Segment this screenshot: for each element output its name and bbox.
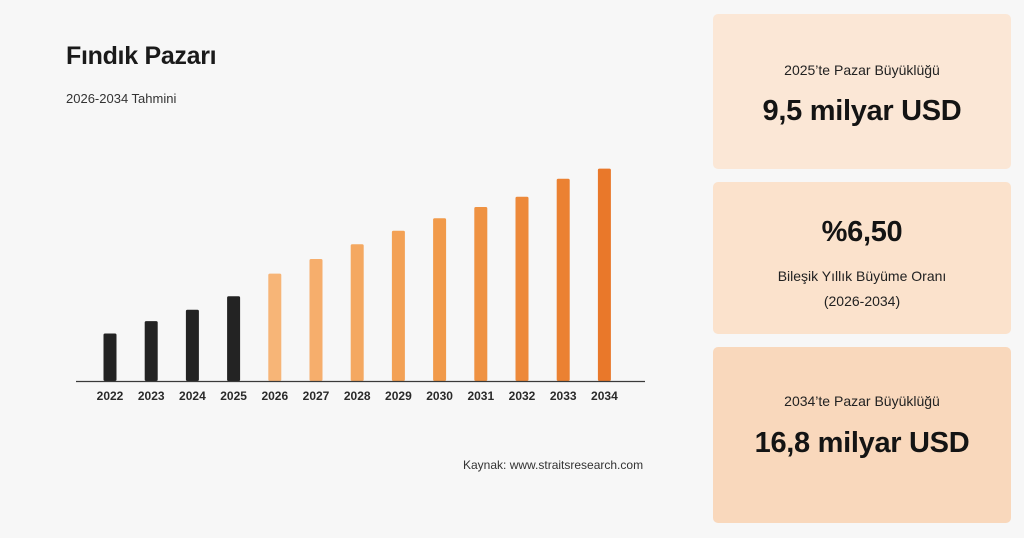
market-size-2025-label: 2025’te Pazar Büyüklüğü [784,62,940,78]
bar-2025 [227,296,241,382]
chart-subtitle: 2026-2034 Tahmini [66,91,177,106]
cagr-card: %6,50 Bileşik Yıllık Büyüme Oranı (2026-… [713,182,1011,334]
x-tick-label-2029: 2029 [385,389,412,403]
x-tick-label-2033: 2033 [550,389,577,403]
cagr-label: Bileşik Yıllık Büyüme Oranı [777,268,947,284]
x-tick-label-2027: 2027 [303,389,330,403]
x-tick-label-2034: 2034 [591,389,618,403]
x-tick-label-2031: 2031 [467,389,494,403]
bar-2028 [350,244,364,381]
x-tick-label-2026: 2026 [261,389,288,403]
market-size-2034-value: 16,8 milyar USD [754,427,970,459]
x-tick-label-2032: 2032 [509,389,536,403]
bar-2029 [391,230,405,381]
bar-2034 [597,168,611,381]
bar-2022 [103,333,117,381]
chart-title: Fındık Pazarı [66,42,217,70]
x-tick-label-2030: 2030 [426,389,453,403]
bar-2026 [268,273,282,381]
market-size-2034-card: 2034’te Pazar Büyüklüğü 16,8 milyar USD [713,347,1011,523]
bar-2023 [144,321,158,381]
bar-chart: 2022 2023 2024 2025 2026 2027 2028 2029 2030 2031… [76,168,645,403]
cagr-value: %6,50 [821,216,903,248]
source-credit: Kaynak: www.straitsresearch.com [463,458,644,472]
bar-2027 [309,259,323,381]
market-size-2025-card: 2025’te Pazar Büyüklüğü 9,5 milyar USD [713,14,1011,169]
market-size-2034-label: 2034’te Pazar Büyüklüğü [784,393,940,409]
bar-2030 [433,218,447,381]
bar-2032 [515,196,529,381]
bar-2031 [474,207,488,381]
market-size-2025-value: 9,5 milyar USD [762,95,962,127]
bar-2033 [556,178,570,381]
x-tick-label-2025: 2025 [220,389,247,403]
cagr-period: (2026-2034) [823,293,901,309]
x-tick-label-2028: 2028 [344,389,371,403]
x-tick-label-2024: 2024 [179,389,206,403]
x-tick-label-2022: 2022 [97,389,124,403]
x-tick-label-2023: 2023 [138,389,165,403]
bar-2024 [185,309,199,381]
